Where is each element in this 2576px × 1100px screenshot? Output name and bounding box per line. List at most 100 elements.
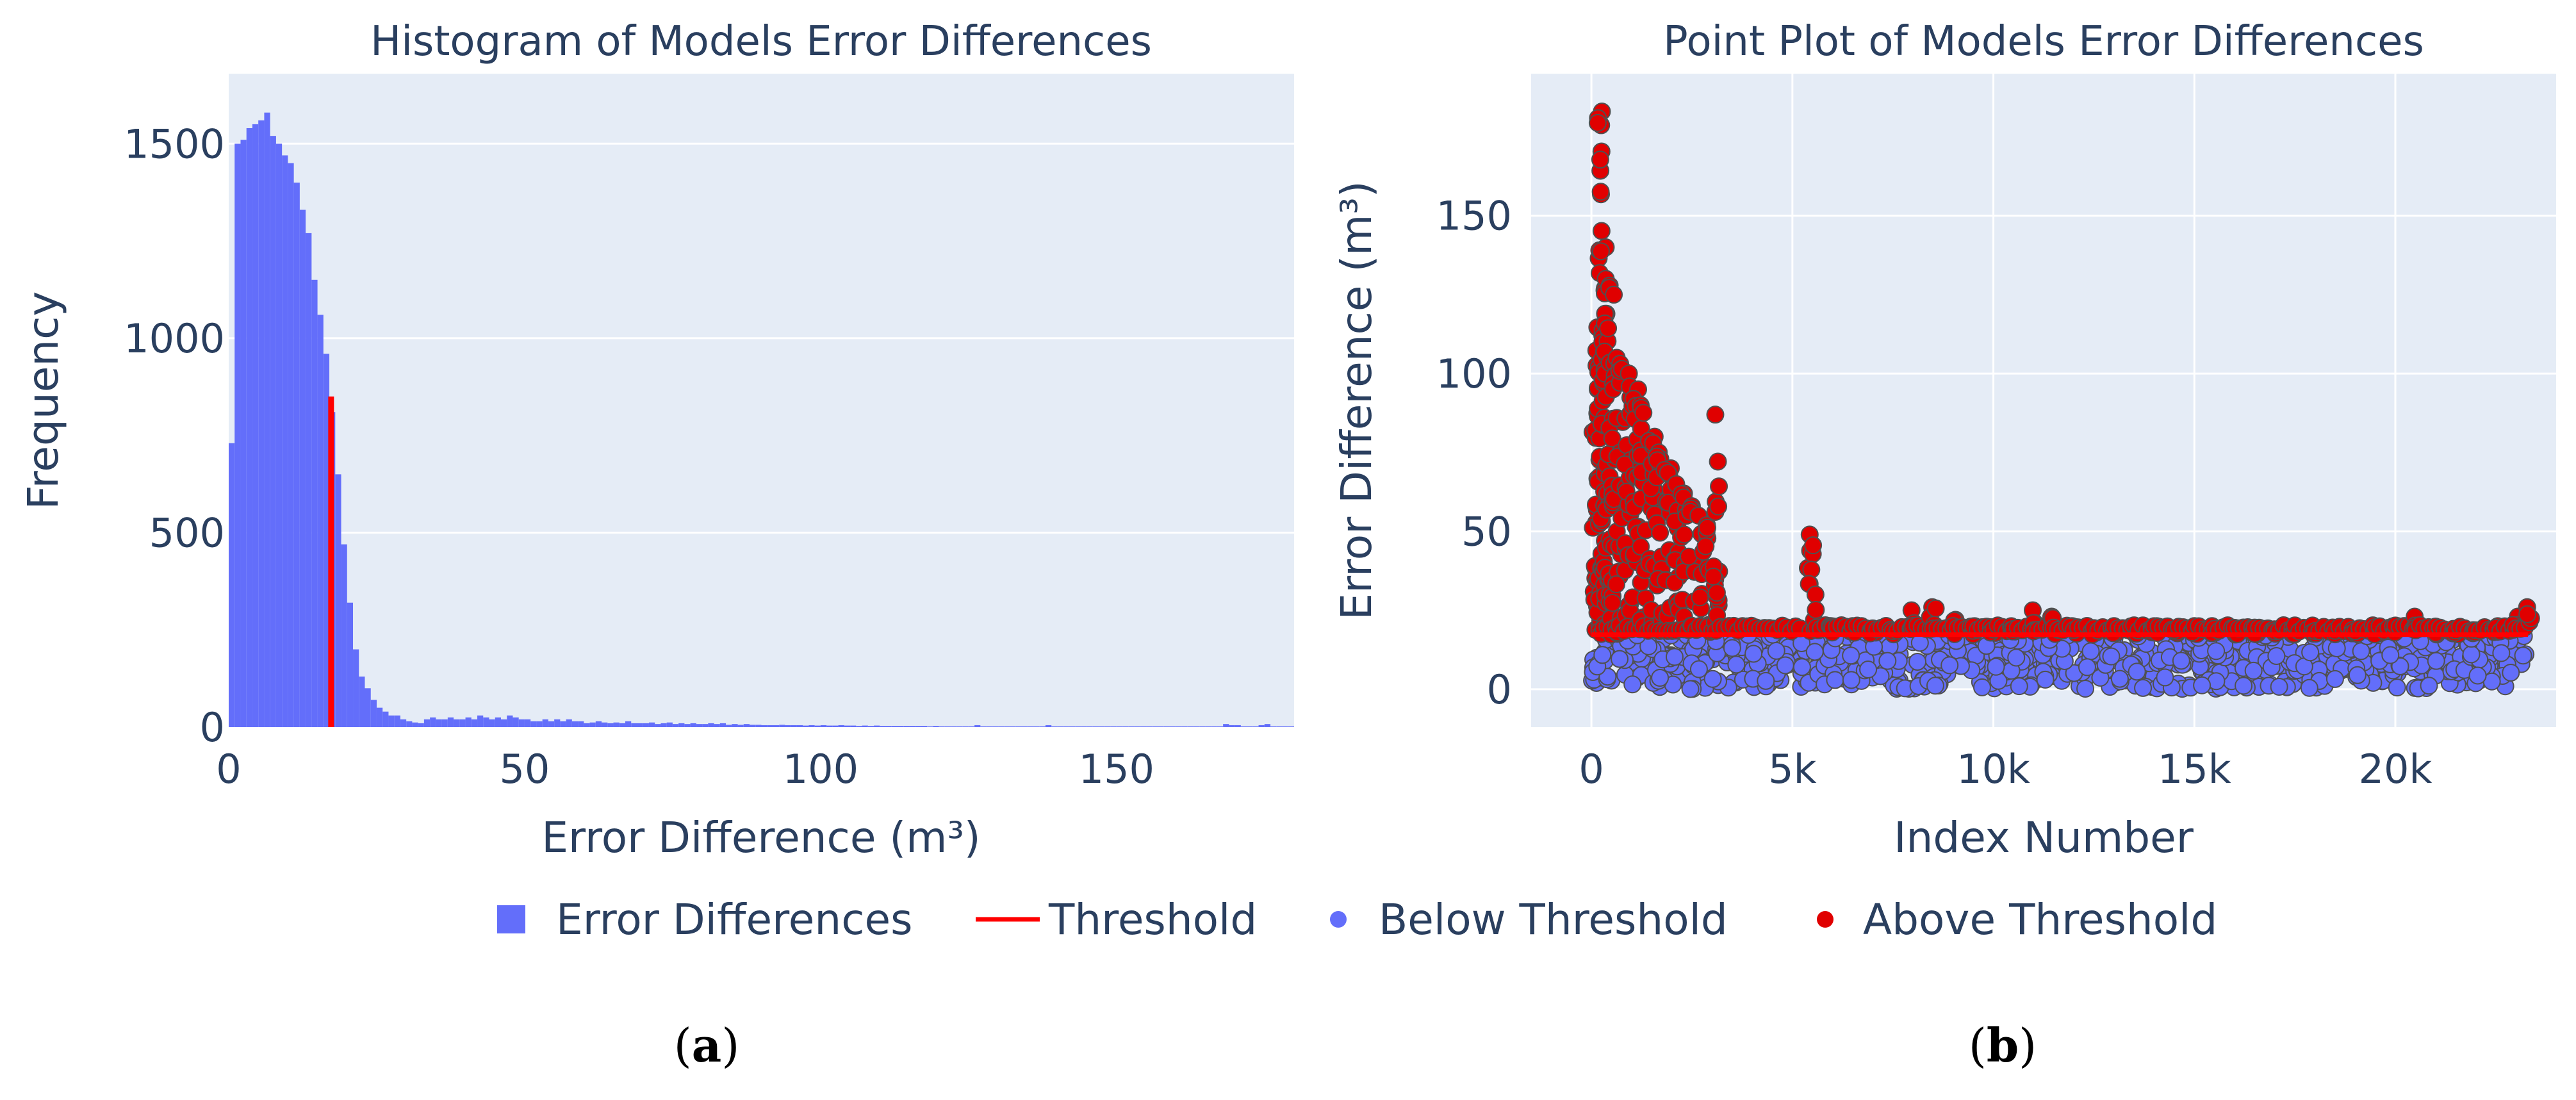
below-threshold-point bbox=[1727, 655, 1746, 674]
histogram-bar bbox=[684, 724, 691, 727]
histogram-bar bbox=[607, 723, 614, 727]
histogram-bar bbox=[1247, 726, 1253, 727]
histogram-bar bbox=[927, 726, 933, 727]
legend-item-above-threshold[interactable]: Above Threshold bbox=[1817, 895, 2217, 944]
histogram-bar bbox=[423, 719, 431, 727]
below-threshold-point bbox=[2172, 652, 2190, 670]
x-tick-label: 15k bbox=[2158, 746, 2231, 792]
y-tick-label: 500 bbox=[149, 509, 225, 556]
histogram-bar bbox=[1022, 726, 1028, 727]
histogram-bar bbox=[1004, 726, 1010, 727]
histogram-bar bbox=[743, 724, 750, 727]
histogram-bar bbox=[714, 724, 720, 727]
histogram-bar bbox=[867, 726, 874, 727]
histogram-bar bbox=[323, 354, 330, 727]
histogram-bar bbox=[288, 163, 294, 728]
histogram-bar bbox=[726, 725, 732, 727]
above-threshold-point bbox=[1603, 429, 1621, 448]
histogram-bar bbox=[477, 715, 484, 727]
histogram-bar bbox=[1033, 726, 1040, 727]
histogram-bar bbox=[1199, 726, 1206, 727]
below-threshold-point bbox=[2036, 670, 2055, 689]
histogram-bar bbox=[660, 723, 667, 727]
below-threshold-point bbox=[1908, 652, 1927, 671]
above-threshold-point bbox=[1591, 151, 1609, 169]
histogram-bar bbox=[1146, 726, 1153, 727]
histogram-bar bbox=[376, 707, 383, 727]
histogram-bar bbox=[696, 724, 703, 727]
histogram-bar bbox=[1258, 725, 1265, 727]
legend-item-threshold[interactable]: Threshold bbox=[976, 895, 1257, 944]
histogram-plot-area bbox=[229, 74, 1294, 727]
below-threshold-point bbox=[1973, 678, 1991, 696]
histogram-bar bbox=[602, 722, 608, 727]
histogram-bar bbox=[844, 725, 851, 727]
histogram-bar bbox=[548, 721, 555, 727]
above-threshold-point bbox=[1698, 518, 1716, 537]
histogram-bar bbox=[341, 544, 347, 727]
below-threshold-point bbox=[2502, 663, 2520, 682]
above-threshold-point bbox=[1651, 523, 1669, 542]
below-threshold-point bbox=[2348, 666, 2367, 684]
below-threshold-point bbox=[2156, 668, 2174, 687]
histogram-y-tick-labels: 0 500 1000 1500 bbox=[124, 120, 225, 751]
histogram-bar bbox=[625, 721, 632, 727]
histogram-bar bbox=[584, 723, 590, 727]
above-threshold-point bbox=[1696, 537, 1715, 555]
histogram-bar bbox=[974, 725, 981, 727]
below-threshold-point bbox=[2207, 642, 2226, 661]
histogram-bar bbox=[1152, 726, 1158, 727]
legend-item-error-differences[interactable]: Error Differences bbox=[497, 895, 913, 944]
point-plot-x-axis-label: Index Number bbox=[1894, 813, 2194, 862]
x-tick-label: 50 bbox=[499, 746, 550, 792]
histogram-bar bbox=[578, 721, 584, 727]
below-threshold-point bbox=[2235, 677, 2253, 695]
legend-label: Above Threshold bbox=[1863, 895, 2217, 944]
below-threshold-point bbox=[2388, 678, 2406, 697]
histogram-bar bbox=[589, 722, 596, 727]
histogram-bar bbox=[441, 719, 448, 727]
above-threshold-point bbox=[1804, 536, 1823, 555]
histogram-gridlines bbox=[229, 142, 1294, 534]
below-threshold-point bbox=[1744, 644, 1763, 663]
histogram-bar bbox=[980, 726, 987, 727]
below-threshold-point bbox=[1926, 677, 1944, 695]
histogram-bar bbox=[643, 723, 649, 727]
histogram-bar bbox=[1252, 726, 1259, 727]
histogram-bar bbox=[459, 719, 466, 727]
histogram-bar bbox=[471, 719, 478, 727]
below-threshold-point bbox=[2420, 677, 2438, 695]
below-threshold-point bbox=[1878, 652, 1897, 670]
below-threshold-point bbox=[1681, 680, 1700, 698]
below-threshold-point bbox=[2468, 666, 2487, 685]
y-tick-label: 50 bbox=[1461, 508, 1512, 555]
histogram-bar bbox=[779, 725, 785, 727]
histogram-bar bbox=[1039, 726, 1046, 727]
histogram-bar bbox=[767, 725, 773, 727]
histogram-bar bbox=[406, 721, 413, 727]
x-tick-label: 5k bbox=[1768, 746, 1816, 792]
y-tick-label: 1000 bbox=[124, 315, 225, 362]
histogram-bar bbox=[1223, 724, 1229, 727]
histogram-bar bbox=[530, 721, 537, 727]
histogram-bar bbox=[542, 719, 548, 727]
above-threshold-point bbox=[1709, 452, 1727, 471]
histogram-bar bbox=[1270, 726, 1277, 727]
below-threshold-point bbox=[2010, 677, 2028, 696]
x-tick-label: 150 bbox=[1079, 746, 1154, 792]
below-threshold-point bbox=[2081, 642, 2100, 661]
below-threshold-point bbox=[1757, 671, 1775, 690]
histogram-bar bbox=[838, 725, 844, 727]
histogram-bar bbox=[998, 726, 1005, 727]
histogram-bar bbox=[282, 155, 288, 727]
above-threshold-point bbox=[1675, 525, 1694, 544]
below-threshold-point bbox=[1723, 639, 1741, 657]
histogram-bar bbox=[317, 315, 324, 727]
histogram-bar bbox=[897, 726, 904, 727]
histogram-bar bbox=[690, 723, 696, 727]
above-threshold-point bbox=[1806, 586, 1825, 604]
point-plot-title: Point Plot of Models Error Differences bbox=[1663, 18, 2424, 65]
histogram-bar bbox=[1211, 726, 1217, 727]
histogram-bar bbox=[880, 726, 886, 727]
legend-item-below-threshold[interactable]: Below Threshold bbox=[1330, 895, 1728, 944]
